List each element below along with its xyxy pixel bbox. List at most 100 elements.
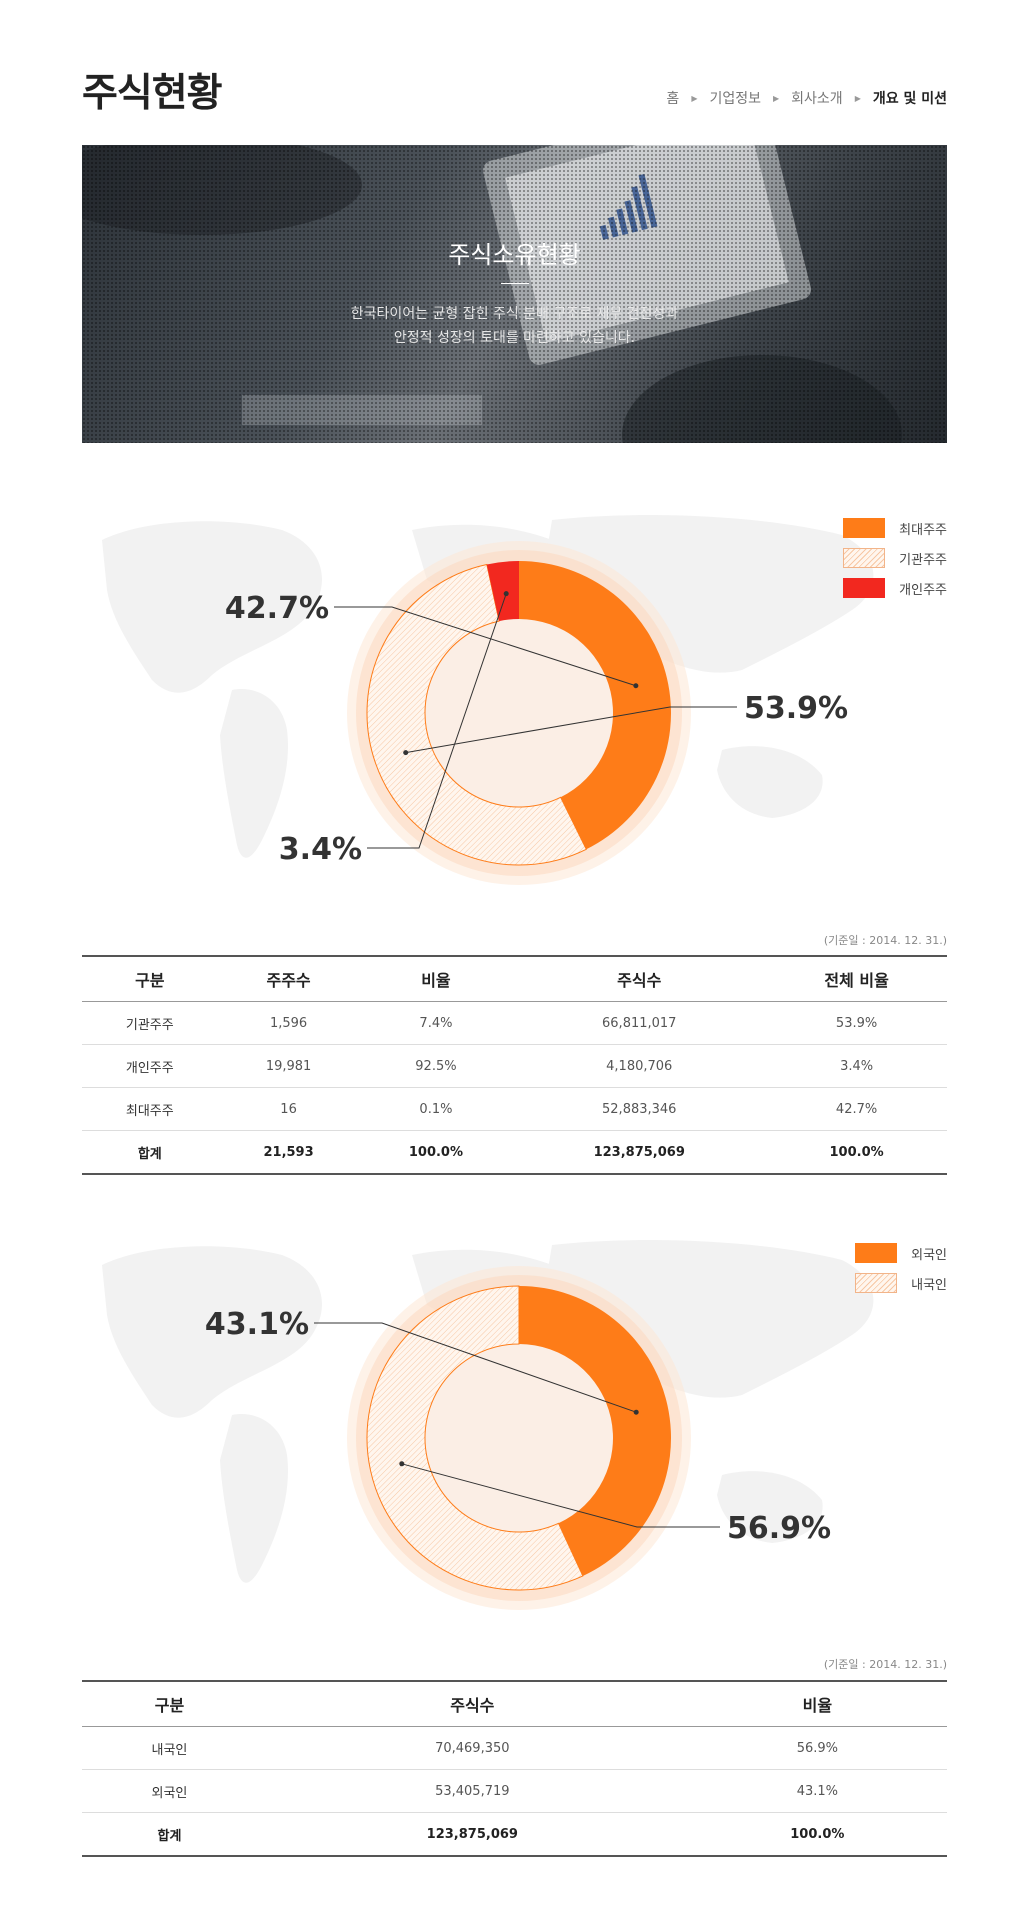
table-cell: 내국인	[82, 1726, 257, 1770]
nationality-donut: 43.1% 56.9%	[102, 1240, 874, 1610]
callout-dot	[399, 1461, 405, 1467]
shareholder-table: 구분 주주수 비율 주식수 전체 비율 기관주주 1,596 7.4% 66,8…	[82, 955, 947, 1175]
hero-banner: 주식소유현황 한국타이어는 균형 잡힌 주식 분배 구조로 재무 건전성과 안정…	[82, 145, 947, 443]
legend-swatch	[855, 1273, 898, 1293]
hero-tablet-image	[82, 145, 902, 443]
donut-center	[425, 619, 613, 807]
legend-item-individual: 개인주주	[843, 573, 947, 603]
table-cell: 42.7%	[766, 1087, 947, 1131]
table-cell: 합계	[82, 1812, 257, 1857]
donut-center	[425, 1344, 613, 1532]
table-cell: 개인주주	[82, 1044, 218, 1088]
column-header: 전체 비율	[766, 955, 947, 1002]
shareholder-type-donut: 42.7% 53.9% 3.4%	[102, 515, 874, 885]
table-cell: 53,405,719	[256, 1769, 688, 1813]
legend-label: 최대주주	[899, 522, 947, 538]
breadcrumb-company-info[interactable]: 기업정보	[709, 91, 761, 107]
column-header: 주주수	[217, 955, 360, 1002]
breadcrumb-separator-icon: ▶	[854, 93, 861, 103]
table-cell: 100.0%	[766, 1130, 947, 1175]
donut-slice	[486, 561, 519, 622]
continent-shape	[102, 521, 322, 693]
table-cell: 100.0%	[687, 1812, 947, 1857]
table-cell: 19,981	[217, 1044, 360, 1088]
hero-description-line: 안정적 성장의 토대를 마련하고 있습니다.	[393, 330, 636, 346]
column-header: 비율	[687, 1680, 947, 1727]
table-cell: 합계	[82, 1130, 218, 1175]
table-cell: 7.4%	[359, 1001, 513, 1045]
legend-label: 기관주주	[899, 552, 947, 568]
donut-slice	[519, 1286, 672, 1576]
percentage-label: 43.1%	[205, 1307, 309, 1342]
percentage-label: 3.4%	[279, 832, 362, 867]
callout-line	[401, 1463, 720, 1528]
table-cell: 66,811,017	[512, 1001, 767, 1045]
continent-shape	[717, 1471, 823, 1543]
page-title: 주식현황	[82, 71, 223, 116]
legend-item-domestic: 내국인	[855, 1268, 947, 1298]
table-cell: 기관주주	[82, 1001, 218, 1045]
callout-line	[367, 593, 507, 849]
breadcrumb-separator-icon: ▶	[691, 93, 698, 103]
table-cell: 56.9%	[687, 1726, 947, 1770]
table-header-row: 구분 주식수 비율	[82, 1680, 947, 1727]
column-header: 주식수	[512, 955, 767, 1002]
legend-swatch	[855, 1243, 898, 1263]
percentage-label: 53.9%	[744, 691, 848, 726]
table-row: 최대주주 16 0.1% 52,883,346 42.7%	[82, 1087, 947, 1131]
table-total-row: 합계 21,593 100.0% 123,875,069 100.0%	[82, 1130, 947, 1175]
legend-item-largest: 최대주주	[843, 513, 947, 543]
table-cell: 0.1%	[359, 1087, 513, 1131]
column-header: 구분	[82, 1680, 257, 1727]
reference-date: (기준일 : 2014. 12. 31.)	[823, 934, 947, 947]
continent-shape	[220, 689, 288, 858]
table-cell: 4,180,706	[512, 1044, 767, 1088]
callout-line	[405, 706, 737, 754]
legend-swatch	[843, 548, 886, 568]
table-cell: 16	[217, 1087, 360, 1131]
table-cell: 21,593	[217, 1130, 360, 1175]
hero-description: 한국타이어는 균형 잡힌 주식 분배 구조로 재무 건전성과 안정적 성장의 토…	[82, 302, 947, 350]
table-cell: 123,875,069	[512, 1130, 767, 1175]
callout-dot	[633, 683, 639, 689]
table-row: 내국인 70,469,350 56.9%	[82, 1726, 947, 1770]
shareholder-type-chart: 42.7% 53.9% 3.4% 최대주주 기관주주 개인주주	[82, 500, 947, 920]
legend-swatch	[843, 578, 886, 598]
breadcrumb-about[interactable]: 회사소개	[791, 91, 843, 107]
reference-date: (기준일 : 2014. 12. 31.)	[823, 1658, 947, 1671]
table-cell: 3.4%	[766, 1044, 947, 1088]
donut-slice	[366, 1285, 584, 1591]
hero-title: 주식소유현황	[448, 241, 581, 269]
legend-label: 외국인	[911, 1247, 947, 1263]
table-cell: 92.5%	[359, 1044, 513, 1088]
legend-label: 내국인	[911, 1277, 947, 1293]
table-row: 기관주주 1,596 7.4% 66,811,017 53.9%	[82, 1001, 947, 1045]
callout-dot	[503, 591, 509, 597]
callout-line	[314, 1322, 637, 1413]
table-cell: 43.1%	[687, 1769, 947, 1813]
breadcrumb-home[interactable]: 홈	[666, 91, 680, 107]
percentage-label: 56.9%	[727, 1511, 831, 1546]
column-header: 비율	[359, 955, 513, 1002]
legend-label: 개인주주	[899, 582, 947, 598]
column-header: 주식수	[256, 1680, 688, 1727]
legend-swatch	[843, 518, 886, 538]
callout-dot	[633, 1409, 639, 1415]
breadcrumb: 홈 ▶ 기업정보 ▶ 회사소개 ▶ 개요 및 미션	[666, 88, 947, 108]
table-cell: 70,469,350	[256, 1726, 688, 1770]
hero-dot-overlay	[82, 145, 947, 443]
table-cell: 외국인	[82, 1769, 257, 1813]
table-cell: 최대주주	[82, 1087, 218, 1131]
continent-shape	[220, 1414, 288, 1583]
table-cell: 123,875,069	[256, 1812, 688, 1857]
donut-slice	[366, 563, 587, 866]
chart-legend: 외국인 내국인	[855, 1238, 947, 1298]
table-cell: 100.0%	[359, 1130, 513, 1175]
percentage-label: 42.7%	[225, 591, 329, 626]
table-header-row: 구분 주주수 비율 주식수 전체 비율	[82, 955, 947, 1002]
table-cell: 1,596	[217, 1001, 360, 1045]
hero-description-line: 한국타이어는 균형 잡힌 주식 분배 구조로 재무 건전성과	[350, 306, 679, 322]
table-row: 개인주주 19,981 92.5% 4,180,706 3.4%	[82, 1044, 947, 1088]
nationality-table: 구분 주식수 비율 내국인 70,469,350 56.9% 외국인 53,40…	[82, 1680, 947, 1857]
breadcrumb-separator-icon: ▶	[773, 93, 780, 103]
